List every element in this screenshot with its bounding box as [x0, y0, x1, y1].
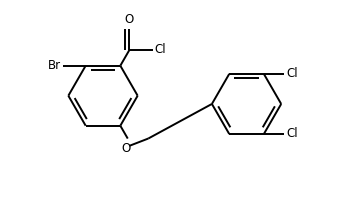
Text: Br: Br [47, 59, 61, 72]
Text: Cl: Cl [286, 128, 298, 140]
Text: Cl: Cl [286, 68, 298, 80]
Text: Cl: Cl [154, 44, 166, 56]
Text: O: O [125, 13, 134, 26]
Text: O: O [121, 142, 131, 155]
